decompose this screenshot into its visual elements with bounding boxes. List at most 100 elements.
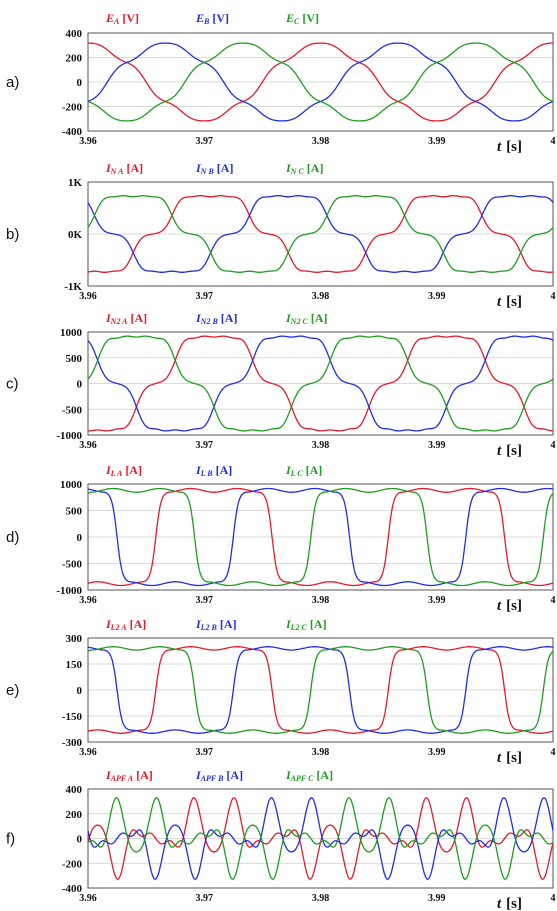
y-tick-label: -300 [62, 737, 83, 749]
series-line-phase-A [87, 487, 554, 587]
y-tick-label: -400 [62, 883, 83, 895]
series-line-phase-B [87, 646, 554, 734]
legend-entry: IAPF B [A] [195, 768, 243, 783]
series-line-phase-C [87, 646, 554, 734]
series-line-phase-C [87, 335, 554, 432]
x-tick-label: 3.98 [312, 291, 330, 302]
y-tick-label: -1000 [56, 585, 82, 597]
series-line-phase-B [87, 335, 554, 432]
panel-label: a) [6, 74, 19, 91]
legend-entry: IN B [A] [195, 161, 233, 176]
x-axis-label: t [s] [497, 750, 522, 766]
panel-label: c) [6, 376, 19, 393]
y-tick-label: 400 [66, 784, 83, 796]
series-line-phase-A [87, 646, 554, 734]
y-tick-label: 200 [66, 809, 83, 821]
x-tick-label: 3.98 [312, 893, 330, 904]
y-tick-label: 0 [77, 834, 83, 846]
panel-b: b) 1K 0K -1K3.96 3.97 3.98 3.99 4 t [s] IN A [A] IN … [6, 161, 556, 310]
x-tick-label: 4 [551, 291, 556, 302]
x-tick-label: 3.98 [312, 747, 330, 758]
x-tick-label: 3.96 [79, 291, 97, 302]
y-tick-label: -400 [62, 126, 83, 138]
series-line-phase-C [87, 487, 554, 587]
y-tick-label: 0 [77, 532, 83, 544]
y-tick-label: 500 [66, 506, 83, 518]
y-tick-label: -500 [62, 559, 83, 571]
x-tick-label: 3.96 [79, 747, 97, 758]
y-tick-label: 400 [66, 28, 83, 40]
x-tick-label: 3.96 [79, 595, 97, 606]
x-tick-label: 3.97 [196, 440, 214, 451]
y-tick-label: 500 [66, 353, 83, 365]
x-tick-label: 3.99 [428, 595, 446, 606]
plot-frame [87, 788, 554, 889]
x-axis-label: t [s] [497, 294, 522, 310]
x-tick-label: 3.96 [79, 440, 97, 451]
legend-entry: EA [V] [105, 11, 139, 26]
x-tick-label: 4 [551, 136, 556, 147]
x-tick-label: 3.99 [428, 136, 446, 147]
y-tick-label: -1000 [56, 430, 82, 442]
x-tick-label: 4 [551, 747, 556, 758]
legend-entry: IN2 C [A] [285, 311, 327, 326]
legend-entry: IL A [A] [105, 463, 142, 478]
y-tick-label: 200 [66, 53, 83, 65]
x-tick-label: 3.98 [312, 595, 330, 606]
legend-entry: EB [V] [195, 11, 229, 26]
legend-entry: IN2 B [A] [195, 311, 237, 326]
x-tick-label: 3.99 [428, 440, 446, 451]
legend-entry: IL C [A] [285, 463, 322, 478]
x-tick-label: 3.99 [428, 893, 446, 904]
series-line-phase-C [87, 195, 554, 273]
x-tick-label: 3.97 [196, 747, 214, 758]
legend-entry: IL2 A [A] [105, 617, 146, 632]
series-line-phase-A [87, 195, 554, 273]
y-tick-label: 0 [77, 379, 83, 391]
series-line-phase-B [87, 195, 554, 273]
x-tick-label: 3.97 [196, 595, 214, 606]
y-tick-label: 0K [68, 229, 83, 241]
legend-entry: EC [V] [285, 11, 319, 26]
x-tick-label: 3.99 [428, 747, 446, 758]
legend-entry: IN2 A [A] [105, 311, 147, 326]
legend-entry: IN A [A] [105, 161, 143, 176]
y-tick-label: 300 [66, 633, 83, 645]
y-tick-label: 1000 [60, 479, 83, 491]
x-tick-label: 3.97 [196, 136, 214, 147]
y-tick-label: -200 [62, 102, 83, 114]
series-line-phase-A [88, 335, 554, 432]
x-tick-label: 3.97 [196, 291, 214, 302]
y-tick-label: -150 [62, 711, 83, 723]
plot-frame [87, 181, 554, 287]
x-tick-label: 3.99 [428, 291, 446, 302]
series-line-phase-B [87, 487, 553, 587]
panel-label: d) [6, 529, 19, 546]
x-axis-label: t [s] [497, 598, 522, 614]
x-tick-label: 4 [551, 440, 556, 451]
y-tick-label: -1K [64, 281, 82, 293]
plot-frame [87, 637, 554, 743]
legend-entry: IAPF C [A] [285, 768, 333, 783]
y-tick-label: 1000 [60, 327, 83, 339]
y-tick-label: 150 [66, 659, 83, 671]
y-tick-label: 1K [68, 177, 83, 189]
y-tick-label: 0 [77, 77, 83, 89]
panel-label: b) [6, 226, 19, 243]
x-tick-label: 4 [551, 893, 556, 904]
series-line-phase-C [87, 797, 554, 880]
x-tick-label: 4 [551, 595, 556, 606]
plot-frame [87, 32, 554, 132]
x-axis-label: t [s] [497, 443, 522, 459]
y-tick-label: -500 [62, 404, 83, 416]
x-tick-label: 3.96 [79, 136, 97, 147]
legend-entry: IAPF A [A] [105, 768, 153, 783]
x-tick-label: 3.98 [312, 136, 330, 147]
series-line-phase-C [87, 42, 554, 122]
